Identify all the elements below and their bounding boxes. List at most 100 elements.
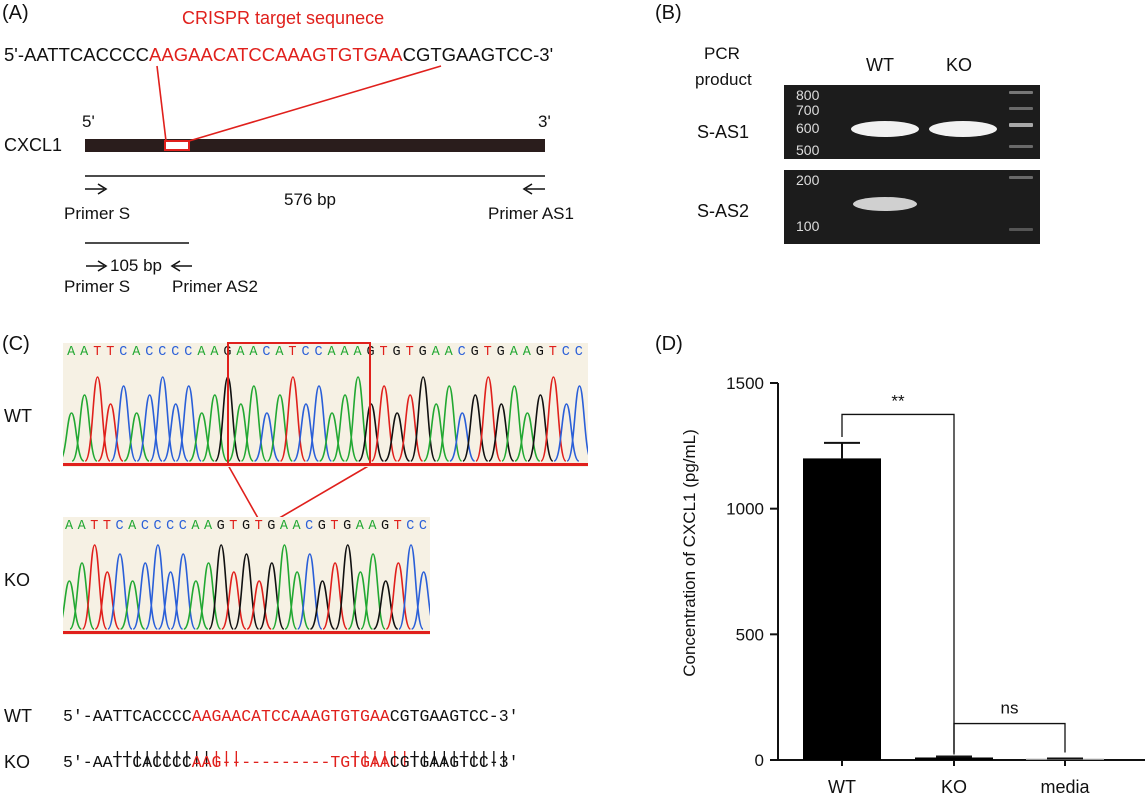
trace-peak — [84, 376, 111, 462]
crispr-target-title: CRISPR target sequnece — [182, 8, 385, 28]
align-wt-target: AAGAACATCCAAAGTGTGAA — [191, 707, 390, 726]
trace-peak — [136, 394, 163, 462]
primer-s2-label: Primer S — [64, 277, 131, 296]
trace-peak — [259, 562, 285, 630]
base-call: A — [522, 345, 532, 360]
align-ko-gap: ----------- — [221, 753, 331, 772]
primer-s2-arrowhead — [97, 260, 108, 272]
base-call: T — [393, 519, 403, 534]
base-call: G — [470, 345, 480, 360]
trace-peak — [462, 394, 489, 462]
base-call: C — [166, 519, 175, 534]
match-bars-a: |||||||||| — [82, 749, 212, 768]
base-call: A — [204, 519, 213, 534]
bar-ko — [915, 757, 993, 760]
base-call: C — [178, 519, 188, 534]
base-call: A — [368, 519, 378, 534]
trace-peak — [553, 403, 580, 462]
match-bars-c: |||||| — [350, 749, 410, 768]
trace-peak — [119, 580, 146, 630]
trace-peak — [284, 571, 310, 630]
alignment-wt-label: WT — [4, 706, 32, 726]
gene-end-3: 3' — [538, 112, 551, 131]
chromatogram-ko-trace — [63, 544, 430, 634]
base-call: A — [64, 519, 74, 534]
base-call: G — [241, 519, 251, 534]
gel-image-top: 800 700 600 500 — [784, 85, 1040, 159]
band-ko-s-as1 — [929, 121, 997, 137]
base-call: T — [90, 519, 99, 534]
base-call: A — [67, 345, 76, 360]
primer-s-label: Primer S — [64, 204, 131, 223]
base-call: T — [106, 345, 115, 360]
primer-as2-arrowhead — [170, 260, 181, 272]
trace-peak — [69, 562, 95, 630]
alignment-wt-seq: 5'-AATTCACCCCAAGAACATCCAAAGTGTGAACGTGAAG… — [63, 707, 519, 726]
trace-peak — [566, 385, 588, 462]
base-call: G — [418, 345, 428, 360]
align-ko-left: 5'-AATTCACCCC — [63, 753, 192, 772]
base-call: G — [317, 519, 327, 534]
align-wt-right: CGTGAAGTCC-3' — [389, 707, 519, 726]
base-call: G — [392, 345, 402, 360]
base-call: C — [158, 345, 167, 360]
alignment-match-bars: ||||||||||||| |||||||||||||||| — [63, 730, 509, 768]
base-call: T — [405, 345, 415, 360]
base-call: A — [431, 345, 441, 360]
base-call: C — [184, 345, 193, 360]
gel-row1-label: S-AS1 — [697, 122, 750, 142]
base-call: T — [379, 345, 389, 360]
ladder-500: 500 — [796, 142, 820, 158]
amplicon-long-size: 576 bp — [284, 190, 336, 209]
primer-s-arrowhead — [97, 183, 108, 195]
base-call: A — [279, 519, 289, 534]
trace-peak — [383, 412, 411, 462]
trace-peak — [410, 571, 430, 630]
base-call: A — [210, 345, 220, 360]
gel-row2-label: S-AS2 — [697, 201, 750, 221]
base-call: C — [115, 519, 125, 534]
pcr-product-label-1: PCR — [704, 44, 740, 63]
base-call: A — [355, 519, 365, 534]
trace-peak — [271, 544, 298, 630]
trace-peak — [132, 562, 159, 630]
trace-peak — [94, 571, 121, 630]
base-call: C — [561, 345, 571, 360]
base-call: A — [509, 345, 519, 360]
base-call: A — [292, 519, 302, 534]
base-call: A — [191, 519, 201, 534]
align-ko-red-b: TGTGAA — [330, 753, 390, 772]
deletion-line-left — [227, 464, 264, 528]
base-call: T — [483, 345, 493, 360]
gel-bottom-graphics — [853, 176, 1033, 231]
trace-peak — [195, 562, 222, 630]
band-wt-s-as1 — [851, 121, 919, 137]
base-call: A — [197, 345, 207, 360]
amplicon-short-size: 105 bp — [110, 256, 162, 275]
gel-image-bottom: 200 100 — [784, 170, 1040, 244]
x-tick-label: media — [1040, 777, 1090, 797]
target-sequence: 5'-AATTCACCCCAAGAACATCCAAAGTGTGAACGTGAAG… — [4, 44, 553, 66]
deletion-line-right — [263, 464, 371, 528]
lane-wt-label: WT — [866, 55, 894, 75]
trace-peak — [81, 544, 108, 630]
match-bars-d: |||||||||| — [409, 749, 509, 768]
ladder-600: 600 — [796, 120, 820, 136]
target-box — [164, 140, 190, 151]
base-call: G — [496, 345, 506, 360]
base-call: T — [548, 345, 558, 360]
primer-as2-label: Primer AS2 — [172, 277, 258, 296]
trace-peak — [527, 394, 554, 462]
y-tick-label: 1000 — [726, 500, 764, 519]
primer-as1-label: Primer AS1 — [488, 204, 574, 223]
alignment-ko-label: KO — [4, 752, 31, 772]
gene-bar — [85, 139, 545, 152]
base-call: C — [171, 345, 180, 360]
band-wt-s-as2 — [853, 197, 917, 211]
zoom-line-right — [188, 65, 442, 142]
base-call: C — [153, 519, 163, 534]
